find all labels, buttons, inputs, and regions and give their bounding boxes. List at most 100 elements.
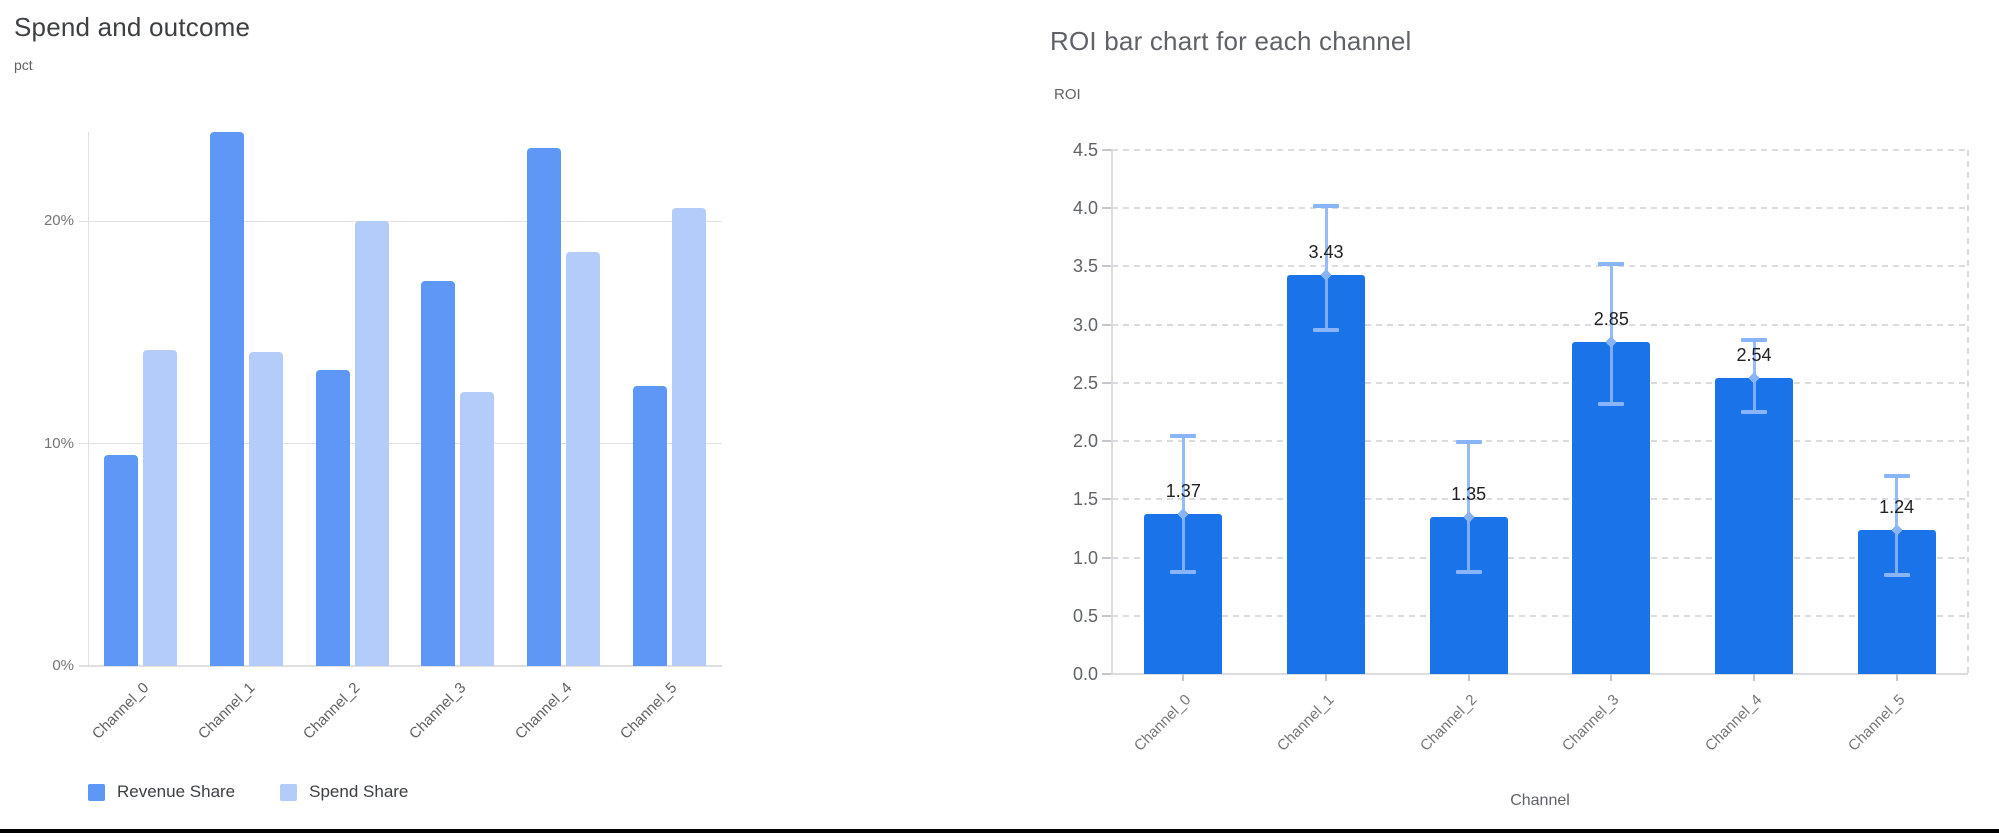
left-x-tick-label: Channel_3 [405,679,470,743]
right-y-tick-label: 3.0 [1072,314,1098,335]
right-y-tick-label: 4.0 [1072,198,1098,219]
right-x-tick-label: Channel_2 [1416,691,1480,755]
error-bar-cap-top [1741,337,1767,342]
left-chart-plot-area: 0% 10% 20% Channel_0 Channel_1 Channel_2 Chann… [44,132,722,743]
error-bar-cap-bottom [1455,569,1482,574]
error-bar-cap-bottom [1313,328,1339,333]
error-bar-cap-bottom [1170,569,1197,574]
error-bar-line [1324,205,1328,331]
right-gridline [1112,614,1968,617]
right-y-axis-line [1111,150,1113,674]
right-x-tick-label: Channel_4 [1701,691,1766,755]
roi-value-label: 2.85 [1593,309,1629,330]
error-bar-cap-bottom [1883,573,1910,578]
right-chart-y-unit-label: ROI [1054,86,1081,103]
right-x-tick-label: Channel_1 [1273,691,1338,755]
right-chart-plot-area: 0.0 0.5 1.0 1.5 2.0 2.5 3.0 3.5 4.0 4.5 1.37 Channe… [1073,140,1969,755]
legend-swatch-revenue-share [88,783,105,801]
error-bar-line [1467,442,1471,572]
right-y-tick-mark [1102,149,1112,151]
left-x-tick-label: Channel_1 [194,679,258,743]
left-bar-revenue-share[interactable] [421,281,456,666]
right-gridline [1112,381,1968,384]
right-y-tick-label: 2.0 [1072,431,1098,452]
left-y-tick-label: 20% [43,212,74,229]
roi-bar[interactable] [1715,378,1793,674]
right-x-tick-mark [1753,674,1755,681]
right-x-tick-label: Channel_0 [1131,691,1195,755]
right-plot-right-border [1967,150,1969,674]
right-y-tick-label: 0.5 [1072,605,1098,626]
right-y-tick-mark [1102,673,1112,675]
right-x-tick-mark [1325,674,1327,681]
left-bar-spend-share[interactable] [460,392,495,666]
left-chart-title: Spend and outcome [14,12,251,42]
left-bar-revenue-share[interactable] [315,370,350,666]
left-x-tick-label: Channel_5 [617,679,681,743]
left-bar-spend-share[interactable] [671,207,706,666]
legend-label: Spend Share [309,782,409,801]
left-x-tick-label: Channel_4 [511,679,575,743]
error-bar-cap-top [1883,474,1910,479]
left-gridline [79,220,722,222]
right-y-tick-mark [1102,440,1112,443]
left-y-tick-label: 10% [43,434,74,452]
right-y-tick-label: 4.5 [1072,140,1098,160]
right-x-tick-mark [1895,674,1898,681]
roi-value-label: 1.35 [1451,483,1487,504]
window-bottom-border [0,829,1999,833]
right-gridline [1112,498,1968,501]
left-bar-spend-share[interactable] [566,252,600,666]
left-y-axis-line [88,132,89,666]
left-bar-revenue-share[interactable] [527,147,561,666]
left-chart-legend: Revenue Share Spend Share [88,782,408,802]
right-x-tick-label: Channel_3 [1559,691,1623,755]
left-bar-revenue-share[interactable] [104,454,139,666]
roi-bar[interactable] [1287,274,1365,674]
right-chart-x-axis-title: Channel [1510,792,1570,809]
right-y-tick-mark [1102,614,1112,617]
roi-value-label: 2.54 [1736,345,1772,366]
left-gridline [79,443,722,444]
left-bar-spend-share[interactable] [354,221,389,666]
left-bar-revenue-share[interactable] [632,385,667,666]
legend-item-spend-share: Spend Share [280,782,408,802]
right-chart-title: ROI bar chart for each channel [1050,26,1412,56]
right-y-tick-mark [1102,323,1112,326]
error-bar-cap-top [1170,434,1197,439]
error-bar-line [1609,264,1613,404]
right-y-tick-mark [1102,381,1112,384]
right-gridline [1112,323,1968,326]
legend-swatch-spend-share [280,783,298,801]
error-bar-cap-top [1313,203,1339,208]
roi-value-label: 3.43 [1308,241,1344,262]
roi-value-label: 1.37 [1165,481,1201,502]
right-x-tick-mark [1610,674,1613,681]
error-bar-line [1181,436,1185,572]
right-x-tick-label: Channel_5 [1844,691,1908,755]
right-y-tick-label: 2.5 [1072,372,1098,393]
right-y-tick-label: 1.0 [1072,547,1098,568]
right-gridline [1112,265,1968,268]
legend-item-revenue-share: Revenue Share [88,782,235,802]
roi-value-label: 1.24 [1879,496,1915,517]
left-chart-y-unit-label: pct [14,57,33,73]
right-y-tick-label: 0.0 [1072,664,1098,684]
right-x-axis-line [1111,673,1968,675]
right-x-tick-mark [1182,674,1185,681]
error-bar-cap-top [1598,262,1625,267]
error-bar-cap-bottom [1598,401,1625,406]
right-y-tick-mark [1102,265,1112,268]
left-x-tick-label: Channel_0 [88,679,153,743]
left-bar-spend-share[interactable] [249,352,283,666]
right-gridline [1112,556,1968,559]
right-y-tick-mark [1102,207,1112,210]
right-y-tick-mark [1102,498,1112,501]
left-bar-spend-share[interactable] [143,350,178,666]
right-gridline [1112,149,1968,151]
left-bar-revenue-share[interactable] [210,132,244,666]
right-gridline [1112,207,1968,210]
right-gridline [1112,440,1968,443]
legend-label: Revenue Share [117,782,236,801]
